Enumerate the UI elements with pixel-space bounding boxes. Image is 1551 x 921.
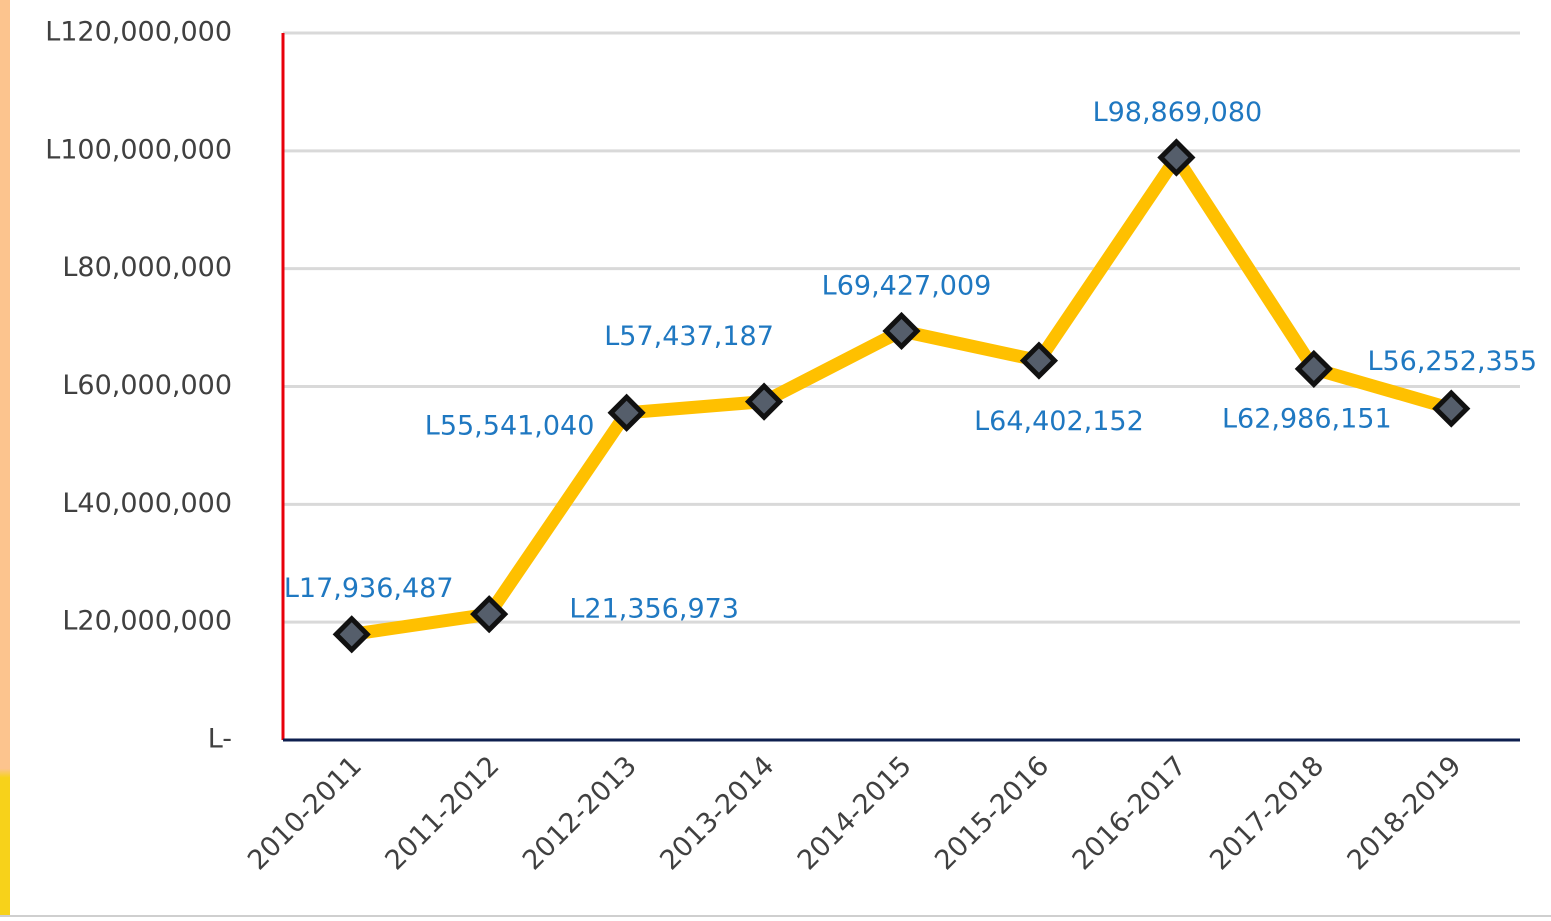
data-label: L56,252,355 (1367, 346, 1537, 377)
marker (1157, 138, 1196, 177)
data-label: L98,869,080 (1093, 97, 1263, 128)
marker (882, 311, 921, 351)
x-tick-label: 2017-2018 (1204, 750, 1330, 876)
x-tick-label: 2016-2017 (1067, 750, 1193, 876)
marker (332, 615, 371, 654)
data-label: L57,437,187 (604, 321, 774, 352)
y-tick-label: L- (208, 724, 232, 755)
y-tick-label: L60,000,000 (62, 370, 232, 401)
marker (1432, 389, 1471, 428)
data-line (350, 150, 1454, 641)
y-tick-label: L20,000,000 (62, 606, 232, 637)
x-tick-label: 2014-2015 (792, 750, 918, 876)
marker (1294, 349, 1333, 388)
x-tick-label: 2011-2012 (379, 750, 505, 876)
x-tick-label: 2013-2014 (654, 750, 780, 876)
data-label: L64,402,152 (974, 406, 1144, 437)
y-tick-label: L80,000,000 (62, 252, 232, 283)
data-label: L55,541,040 (425, 410, 595, 441)
marker (607, 393, 646, 432)
marker (1019, 341, 1059, 380)
x-tick-label: 2018-2019 (1342, 750, 1468, 876)
marker (470, 595, 509, 634)
y-tick-label: L40,000,000 (62, 488, 232, 519)
marker (744, 382, 784, 421)
data-label: L62,986,151 (1222, 403, 1392, 434)
x-tick-label: 2012-2013 (517, 750, 643, 876)
data-label: L21,356,973 (569, 594, 739, 625)
y-tick-label: L100,000,000 (45, 134, 232, 165)
x-tick-label: 2010-2011 (242, 750, 368, 876)
x-tick-label: 2015-2016 (929, 750, 1055, 876)
y-tick-label: L120,000,000 (45, 17, 232, 48)
data-label: L69,427,009 (822, 270, 992, 301)
data-label: L17,936,487 (284, 573, 454, 604)
side-strip (0, 0, 10, 915)
